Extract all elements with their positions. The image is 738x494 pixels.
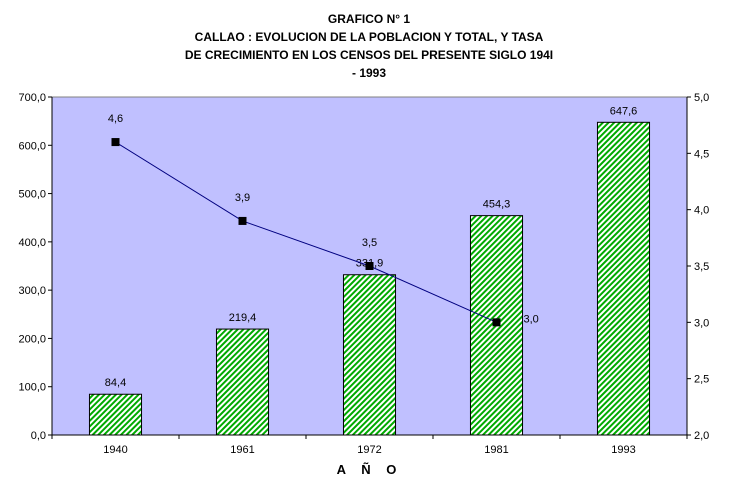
line-data-label: 3,9: [235, 192, 250, 204]
title-line-3: DE CRECIMIENTO EN LOS CENSOS DEL PRESENT…: [184, 48, 554, 62]
bar: [342, 274, 397, 436]
title-line-1: GRAFICO N° 1: [327, 12, 411, 26]
y-tick-label: 200,0: [18, 333, 46, 345]
y-tick-label: 100,0: [18, 382, 46, 394]
title-line-2: CALLAO : EVOLUCION DE LA POBLACION Y TOT…: [194, 30, 544, 44]
bar: [88, 393, 143, 436]
y2-tick-label: 5,0: [694, 92, 709, 104]
bar-data-label: 454,3: [483, 199, 511, 211]
line-data-label: 3,5: [362, 237, 377, 249]
x-tick-label: 1981: [484, 444, 508, 456]
title-line-4: - 1993: [351, 66, 387, 80]
y2-tick-label: 4,5: [694, 148, 709, 160]
line-data-label: 4,6: [108, 113, 123, 125]
y-tick-label: 300,0: [18, 285, 46, 297]
bar: [215, 328, 270, 436]
x-tick-label: 1961: [230, 444, 254, 456]
line-marker: [238, 216, 247, 225]
x-tick-label: 1972: [357, 444, 381, 456]
y2-tick-label: 2,5: [694, 374, 709, 386]
bar-data-label: 647,6: [610, 105, 638, 117]
y-tick-label: 700,0: [18, 92, 46, 104]
x-tick-label: 1940: [103, 444, 127, 456]
bar: [596, 121, 651, 436]
y-tick-label: 500,0: [18, 189, 46, 201]
y-tick-label: 400,0: [18, 237, 46, 249]
rate-line: [115, 141, 497, 323]
chart-title: GRAFICO N° 1 CALLAO : EVOLUCION DE LA PO…: [0, 10, 738, 82]
x-axis-title: A Ñ O: [337, 462, 403, 477]
y2-tick-label: 4,0: [694, 205, 709, 217]
bar-data-label: 84,4: [105, 377, 126, 389]
y2-tick-label: 3,5: [694, 261, 709, 273]
line-marker: [111, 138, 120, 147]
y-tick-label: 0,0: [31, 430, 46, 442]
bar-data-label: 219,4: [229, 312, 257, 324]
y2-tick-label: 3,0: [694, 317, 709, 329]
y-tick-label: 600,0: [18, 140, 46, 152]
line-data-label: 3,0: [524, 313, 539, 325]
line-marker: [492, 318, 501, 327]
y2-tick-label: 2,0: [694, 430, 709, 442]
line-marker: [365, 262, 374, 270]
x-tick-label: 1993: [611, 444, 635, 456]
